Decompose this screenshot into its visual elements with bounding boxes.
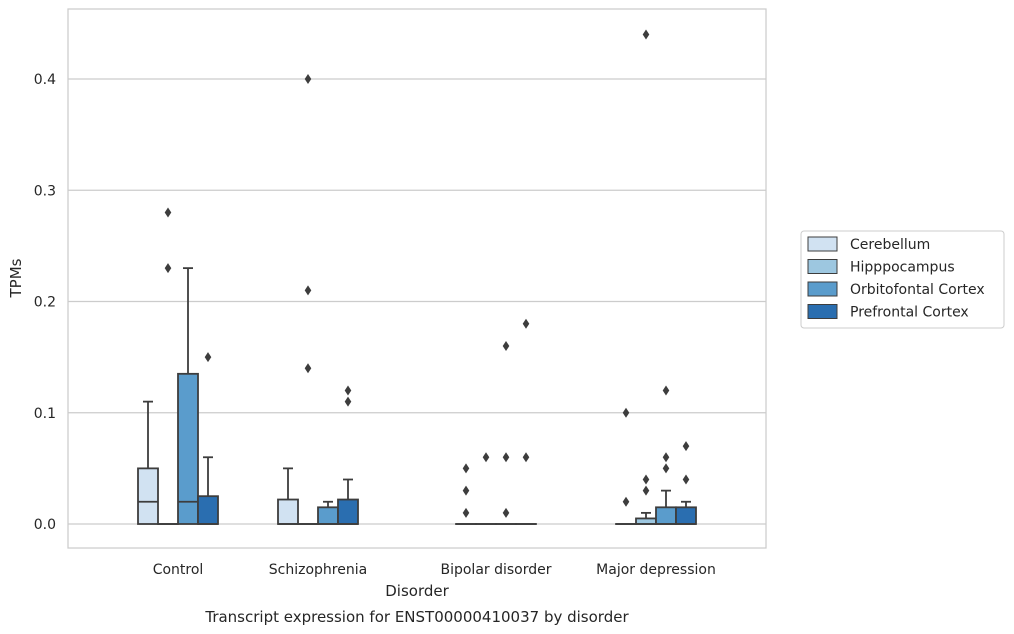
outlier-point — [344, 396, 352, 407]
legend: Cerebellum Hipppocampus Orbitofontal Corte… — [800, 230, 1005, 329]
chart-caption: Transcript expression for ENST0000041003… — [204, 608, 629, 626]
box-body — [655, 506, 677, 525]
plot-marks — [137, 29, 697, 525]
box-orbitofontal-cortex-1 — [317, 500, 339, 525]
outlier-point — [642, 29, 650, 40]
plot-frame — [67, 8, 767, 549]
outlier-point — [164, 263, 172, 274]
gridlines — [68, 78, 766, 525]
legend-frame — [800, 230, 1005, 329]
y-tick-label: 0.2 — [34, 295, 56, 311]
legend-swatch — [807, 236, 838, 252]
box-body — [337, 498, 359, 525]
box-cerebellum-0 — [137, 400, 159, 525]
box-body — [277, 498, 299, 525]
legend-label: Hipppocampus — [850, 260, 955, 276]
outlier-point — [502, 452, 510, 463]
outlier-point — [304, 74, 312, 84]
outlier-point — [642, 485, 650, 496]
box-prefrontal-cortex-0 — [197, 352, 219, 525]
outlier-point — [682, 441, 690, 452]
box-body — [675, 506, 697, 525]
outlier-point — [462, 507, 470, 518]
outlier-point — [204, 352, 212, 363]
outlier-point — [662, 463, 670, 474]
outlier-point — [462, 485, 470, 496]
outlier-point — [622, 407, 630, 418]
x-tick-labels: Control Schizophrenia Bipolar disorder Majo… — [153, 562, 716, 578]
x-tick-label: Schizophrenia — [269, 562, 367, 578]
box-body — [197, 495, 219, 525]
outlier-point — [502, 341, 510, 351]
legend-swatch — [807, 259, 838, 274]
box-hipppocampus-2 — [475, 452, 497, 525]
x-axis-label: Disorder — [385, 582, 449, 600]
box-orbitofontal-cortex-3 — [655, 385, 677, 525]
outlier-point — [482, 452, 490, 463]
y-tick-label: 0.4 — [34, 72, 56, 88]
box-hipppocampus-0 — [157, 207, 179, 525]
legend-swatch — [807, 304, 838, 319]
legend-label: Orbitofontal Cortex — [850, 282, 985, 298]
y-tick-label: 0.3 — [34, 183, 56, 199]
outlier-point — [344, 385, 352, 396]
outlier-point — [622, 496, 630, 507]
box-body — [317, 506, 339, 525]
legend-swatch — [807, 281, 838, 297]
outlier-point — [662, 452, 670, 463]
legend-label: Cerebellum — [850, 237, 930, 253]
y-tick-label: 0.1 — [34, 406, 56, 422]
outlier-point — [682, 474, 690, 485]
box-orbitofontal-cortex-0 — [177, 267, 199, 525]
outlier-point — [662, 385, 670, 396]
box-cerebellum-2 — [455, 463, 477, 525]
box-hipppocampus-3 — [635, 29, 657, 525]
box-cerebellum-3 — [615, 407, 637, 525]
outlier-point — [304, 363, 312, 374]
box-hipppocampus-1 — [297, 74, 319, 525]
outlier-point — [462, 463, 470, 474]
legend-label: Prefrontal Cortex — [850, 305, 969, 321]
outlier-point — [522, 318, 530, 329]
x-tick-label: Major depression — [596, 562, 716, 578]
outlier-point — [642, 474, 650, 485]
box-prefrontal-cortex-2 — [515, 318, 537, 525]
box-cerebellum-1 — [277, 467, 299, 525]
outlier-point — [502, 507, 510, 518]
box-orbitofontal-cortex-2 — [495, 341, 517, 525]
box-prefrontal-cortex-1 — [337, 385, 359, 525]
box-prefrontal-cortex-3 — [675, 441, 697, 525]
box-body — [177, 372, 199, 525]
outlier-point — [304, 285, 312, 296]
y-tick-labels: 0.0 0.1 0.2 0.3 0.4 — [34, 72, 56, 533]
x-tick-label: Bipolar disorder — [440, 562, 551, 578]
box-body — [137, 467, 159, 525]
y-tick-label: 0.0 — [34, 517, 56, 533]
x-tick-label: Control — [153, 562, 204, 578]
outlier-point — [522, 452, 530, 463]
y-axis-label: TPMs — [7, 258, 25, 298]
outlier-point — [164, 207, 172, 218]
